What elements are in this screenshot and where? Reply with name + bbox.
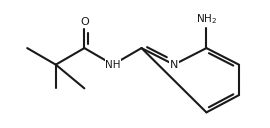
Text: NH: NH — [105, 60, 121, 70]
Text: O: O — [80, 17, 89, 27]
Text: N: N — [170, 60, 178, 70]
Text: NH$_2$: NH$_2$ — [196, 12, 217, 26]
